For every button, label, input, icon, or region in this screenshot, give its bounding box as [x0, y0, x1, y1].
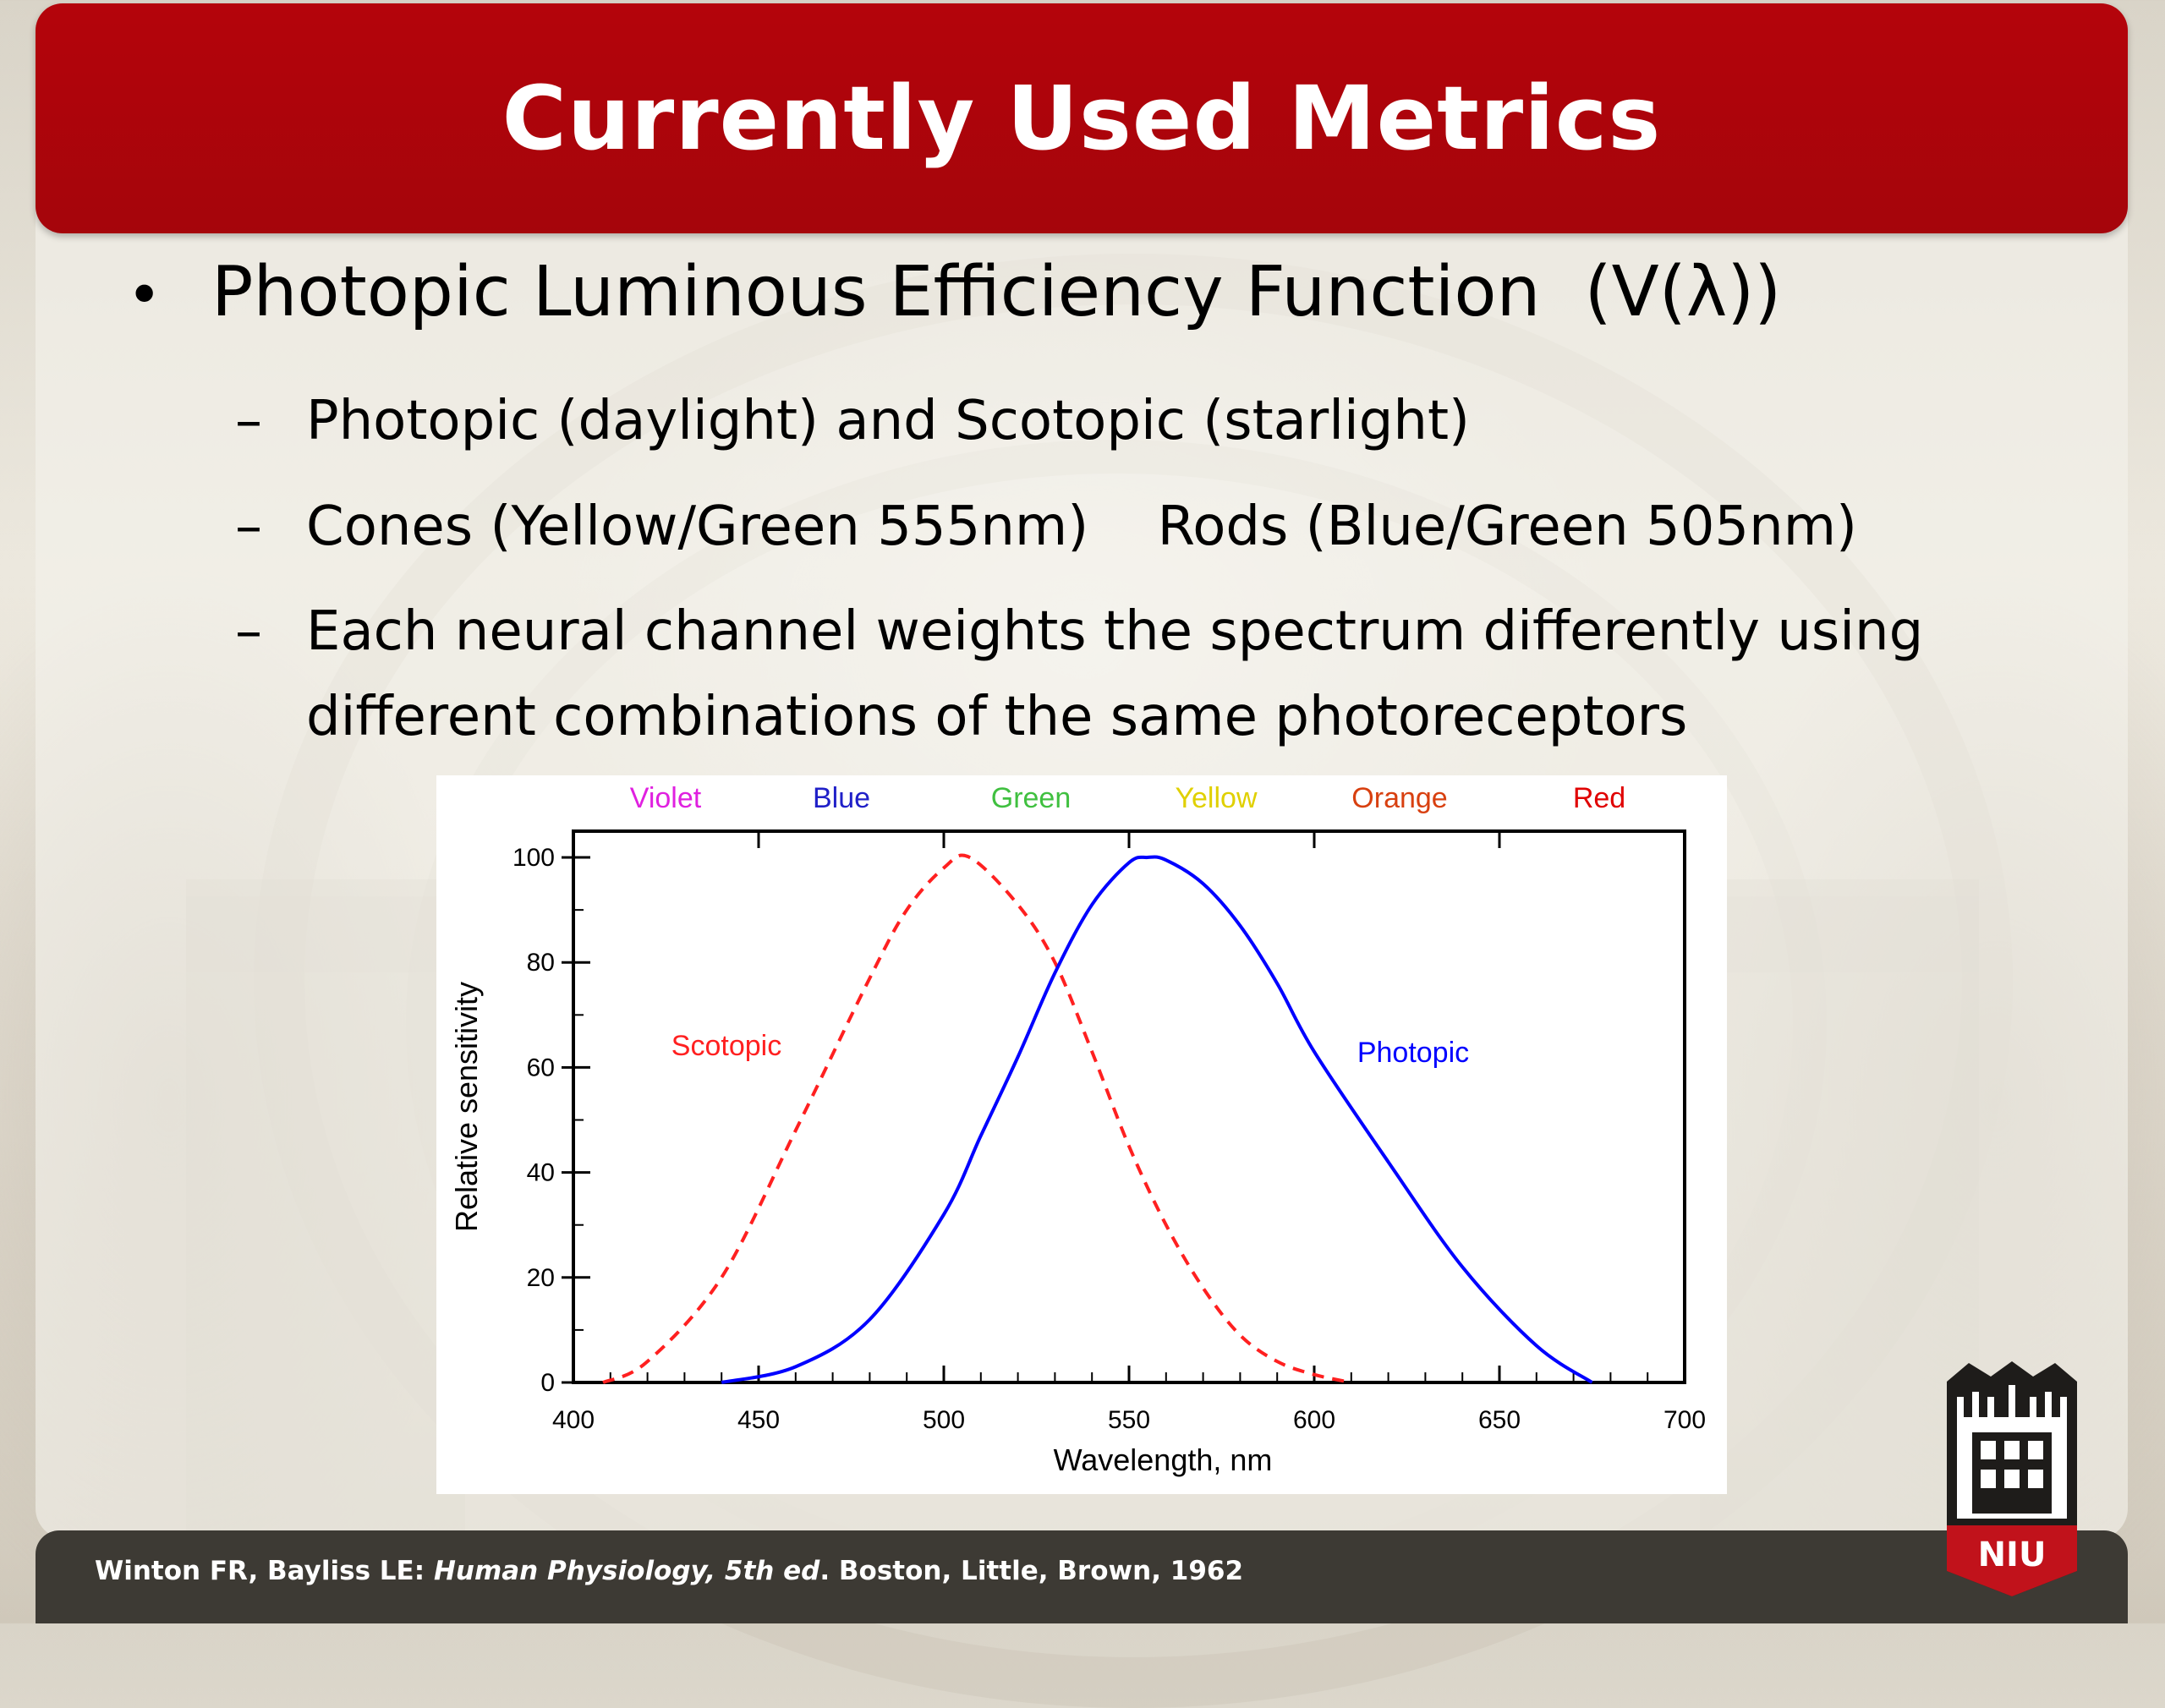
sensitivity-chart: 400 450 500 550 600 650 700 0 20 40 60 80 100 Violet B…	[436, 775, 1727, 1494]
x-tick-label: 400	[552, 1406, 595, 1434]
citation-authors: Winton FR, Bayliss LE:	[95, 1556, 434, 1586]
citation-book: Human Physiology, 5th ed	[433, 1556, 820, 1586]
plot-frame	[572, 829, 1686, 1384]
sub-bullet-text: Each neural channel weights the spectrum…	[306, 600, 1924, 663]
color-band-label: Green	[991, 782, 1072, 814]
slide-title: Currently Used Metrics	[502, 67, 1662, 170]
dash-icon: –	[235, 390, 262, 452]
logo-text: NIU	[1978, 1536, 2047, 1574]
color-band-label: Blue	[813, 782, 870, 814]
x-tick-label: 500	[923, 1406, 965, 1434]
x-tick-label: 600	[1293, 1406, 1335, 1434]
title-bar: Currently Used Metrics	[36, 3, 2128, 233]
sub-bullet-text: Photopic (daylight) and Scotopic (starli…	[306, 390, 1470, 452]
sub-bullet-3-continuation: different combinations of the same photo…	[306, 675, 1687, 759]
citation-rest: . Boston, Little, Brown, 1962	[819, 1556, 1244, 1586]
sub-bullet-text: different combinations of the same photo…	[306, 686, 1688, 748]
x-tick-label: 550	[1108, 1406, 1150, 1434]
footer-citation: Winton FR, Bayliss LE: Human Physiology,…	[95, 1556, 1243, 1586]
sub-bullet-3: – Each neural channel weights the spectr…	[235, 589, 1923, 674]
main-bullet: • Photopic Luminous Efficiency Function …	[127, 252, 1781, 332]
color-band-label: Violet	[630, 782, 702, 814]
x-tick-label: 450	[737, 1406, 780, 1434]
dash-icon: –	[235, 495, 262, 558]
y-axis-title: Relative sensitivity	[449, 982, 484, 1232]
series-line-scotopic	[602, 853, 1352, 1384]
sub-bullet-2: – Cones (Yellow/Green 555nm) Rods (Blue/…	[235, 484, 1857, 569]
x-axis-title: Wavelength, nm	[1054, 1442, 1273, 1477]
chart-svg: 400 450 500 550 600 650 700 0 20 40 60 80 100 Violet B…	[449, 782, 1706, 1477]
y-tick-label: 0	[540, 1369, 555, 1397]
series-line-photopic	[721, 855, 1593, 1384]
x-tick-label: 650	[1478, 1406, 1521, 1434]
y-tick-label: 40	[527, 1159, 555, 1187]
main-bullet-text: Photopic Luminous Efficiency Function (V…	[211, 252, 1782, 332]
bullet-dot-icon: •	[127, 260, 162, 330]
sub-bullet-1: – Photopic (daylight) and Scotopic (star…	[235, 379, 1470, 463]
x-tick-label: 700	[1663, 1406, 1706, 1434]
footer-bar	[36, 1530, 2128, 1623]
y-tick-label: 80	[527, 949, 555, 977]
color-band-label: Yellow	[1175, 782, 1257, 814]
niu-tower-logo-icon: NIU	[1943, 1360, 2080, 1598]
color-band-label: Orange	[1351, 782, 1447, 814]
color-band-label: Red	[1573, 782, 1625, 814]
sub-bullet-text: Cones (Yellow/Green 555nm) Rods (Blue/Gr…	[306, 495, 1857, 558]
series-label-photopic: Photopic	[1357, 1037, 1469, 1069]
dash-icon: –	[235, 600, 262, 663]
y-tick-label: 20	[527, 1264, 555, 1292]
y-tick-label: 60	[527, 1054, 555, 1081]
y-tick-label: 100	[512, 844, 555, 872]
series-label-scotopic: Scotopic	[671, 1030, 781, 1062]
